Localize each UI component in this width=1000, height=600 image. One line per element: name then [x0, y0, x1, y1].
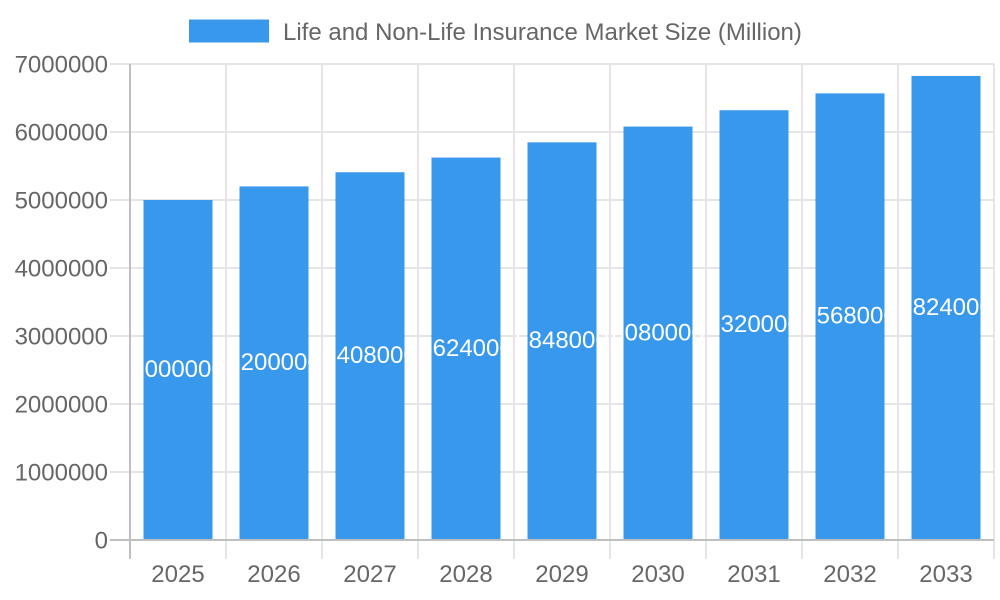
svg-text:6568000: 6568000	[803, 303, 896, 330]
svg-text:5408000: 5408000	[323, 342, 416, 369]
svg-text:2030: 2030	[631, 561, 684, 588]
svg-text:5200000: 5200000	[227, 349, 320, 376]
svg-text:1000000: 1000000	[15, 460, 108, 487]
svg-text:2032: 2032	[823, 561, 876, 588]
svg-text:2028: 2028	[439, 561, 492, 588]
svg-text:5848000: 5848000	[515, 327, 608, 354]
svg-text:5624000: 5624000	[419, 335, 512, 362]
svg-text:6080000: 6080000	[611, 319, 704, 346]
svg-text:0: 0	[95, 528, 108, 555]
svg-text:Life and Non-Life Insurance Ma: Life and Non-Life Insurance Market Size …	[283, 19, 802, 46]
svg-text:6320000: 6320000	[707, 311, 800, 338]
svg-text:2025: 2025	[151, 561, 204, 588]
svg-text:2000000: 2000000	[15, 392, 108, 419]
svg-text:2027: 2027	[343, 561, 396, 588]
svg-text:5000000: 5000000	[15, 188, 108, 215]
svg-text:6000000: 6000000	[15, 120, 108, 147]
svg-text:7000000: 7000000	[15, 52, 108, 79]
svg-text:6824000: 6824000	[899, 294, 992, 321]
svg-text:2031: 2031	[727, 561, 780, 588]
svg-text:3000000: 3000000	[15, 324, 108, 351]
svg-text:2033: 2033	[919, 561, 972, 588]
svg-text:2026: 2026	[247, 561, 300, 588]
svg-text:5000000: 5000000	[131, 356, 224, 383]
svg-text:2029: 2029	[535, 561, 588, 588]
svg-text:4000000: 4000000	[15, 256, 108, 283]
